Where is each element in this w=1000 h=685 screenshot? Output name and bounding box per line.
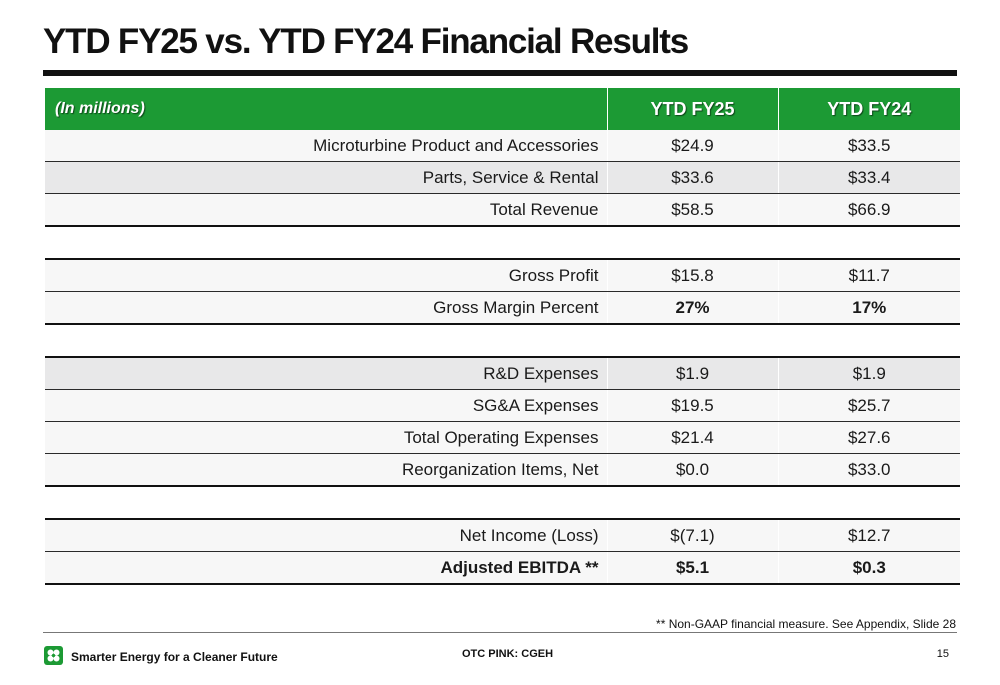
fy25-value: 27%: [606, 291, 778, 325]
table-row: Microturbine Product and Accessories $24…: [45, 130, 960, 162]
fy25-value: [606, 324, 778, 358]
fy25-value: $21.4: [606, 421, 778, 454]
fy25-value: [606, 226, 778, 260]
table-row: SG&A Expenses $19.5 $25.7: [45, 389, 960, 422]
table-row: Reorganization Items, Net $0.0 $33.0: [45, 453, 960, 487]
fy25-value: $(7.1): [606, 519, 778, 552]
fy24-value: $27.6: [777, 421, 960, 454]
row-label: Total Revenue: [45, 193, 607, 227]
row-label: [45, 486, 607, 520]
table-row: R&D Expenses $1.9 $1.9: [45, 357, 960, 390]
table-row: Parts, Service & Rental $33.6 $33.4: [45, 161, 960, 194]
row-label: Gross Margin Percent: [45, 291, 607, 325]
title-underline: [43, 70, 957, 76]
stock-ticker: OTC PINK: CGEH: [462, 648, 554, 660]
row-label: [45, 324, 607, 358]
fy25-value: $19.5: [606, 389, 778, 422]
fy24-value: $25.7: [777, 389, 960, 422]
fy24-value: 17%: [777, 291, 960, 325]
fy25-value: $1.9: [606, 357, 778, 390]
fy24-value: $33.5: [777, 130, 960, 162]
row-label: Total Operating Expenses: [45, 421, 607, 454]
fy24-value: [777, 324, 960, 358]
spacer-row: [45, 226, 960, 260]
table-row: Net Income (Loss) $(7.1) $12.7: [45, 519, 960, 552]
fy25-value: $15.8: [606, 259, 778, 292]
fy25-value: $5.1: [606, 551, 778, 585]
fy25-value: $24.9: [606, 130, 778, 162]
fy24-value: [777, 486, 960, 520]
table-row: Total Operating Expenses $21.4 $27.6: [45, 421, 960, 454]
units-header: (In millions): [45, 88, 607, 130]
fy25-value: $58.5: [606, 193, 778, 227]
fy24-value: $1.9: [777, 357, 960, 390]
column-header-ytd-fy25: YTD FY25: [606, 88, 778, 130]
row-label: Microturbine Product and Accessories: [45, 130, 607, 162]
fy24-value: [777, 226, 960, 260]
fy24-value: $33.0: [777, 453, 960, 487]
footer-divider: [43, 632, 957, 633]
fy24-value: $66.9: [777, 193, 960, 227]
fy24-value: $12.7: [777, 519, 960, 552]
table-row: Adjusted EBITDA ** $5.1 $0.3: [45, 551, 960, 585]
table-header-row: (In millions) YTD FY25 YTD FY24: [45, 88, 960, 130]
row-label: [45, 226, 607, 260]
row-label: Net Income (Loss): [45, 519, 607, 552]
table-row: Total Revenue $58.5 $66.9: [45, 193, 960, 227]
row-label: Reorganization Items, Net: [45, 453, 607, 487]
spacer-row: [45, 486, 960, 520]
row-label: Gross Profit: [45, 259, 607, 292]
row-label: SG&A Expenses: [45, 389, 607, 422]
flower-logo-icon: [44, 646, 63, 665]
slide-title: YTD FY25 vs. YTD FY24 Financial Results: [43, 22, 689, 61]
company-tagline: Smarter Energy for a Cleaner Future: [71, 650, 278, 664]
fy24-value: $11.7: [777, 259, 960, 292]
spacer-row: [45, 324, 960, 358]
table-row: Gross Profit $15.8 $11.7: [45, 259, 960, 292]
footnote: ** Non-GAAP financial measure. See Appen…: [656, 617, 956, 631]
row-label: Parts, Service & Rental: [45, 161, 607, 194]
fy24-value: $0.3: [777, 551, 960, 585]
fy25-value: $33.6: [606, 161, 778, 194]
page-number: 15: [936, 648, 949, 660]
fy25-value: $0.0: [606, 453, 778, 487]
row-label: Adjusted EBITDA **: [45, 551, 607, 585]
row-label: R&D Expenses: [45, 357, 607, 390]
fy25-value: [606, 486, 778, 520]
fy24-value: $33.4: [777, 161, 960, 194]
table-row: Gross Margin Percent 27% 17%: [45, 291, 960, 325]
financial-results-table: (In millions) YTD FY25 YTD FY24 Microtur…: [45, 88, 960, 585]
column-header-ytd-fy24: YTD FY24: [777, 88, 960, 130]
